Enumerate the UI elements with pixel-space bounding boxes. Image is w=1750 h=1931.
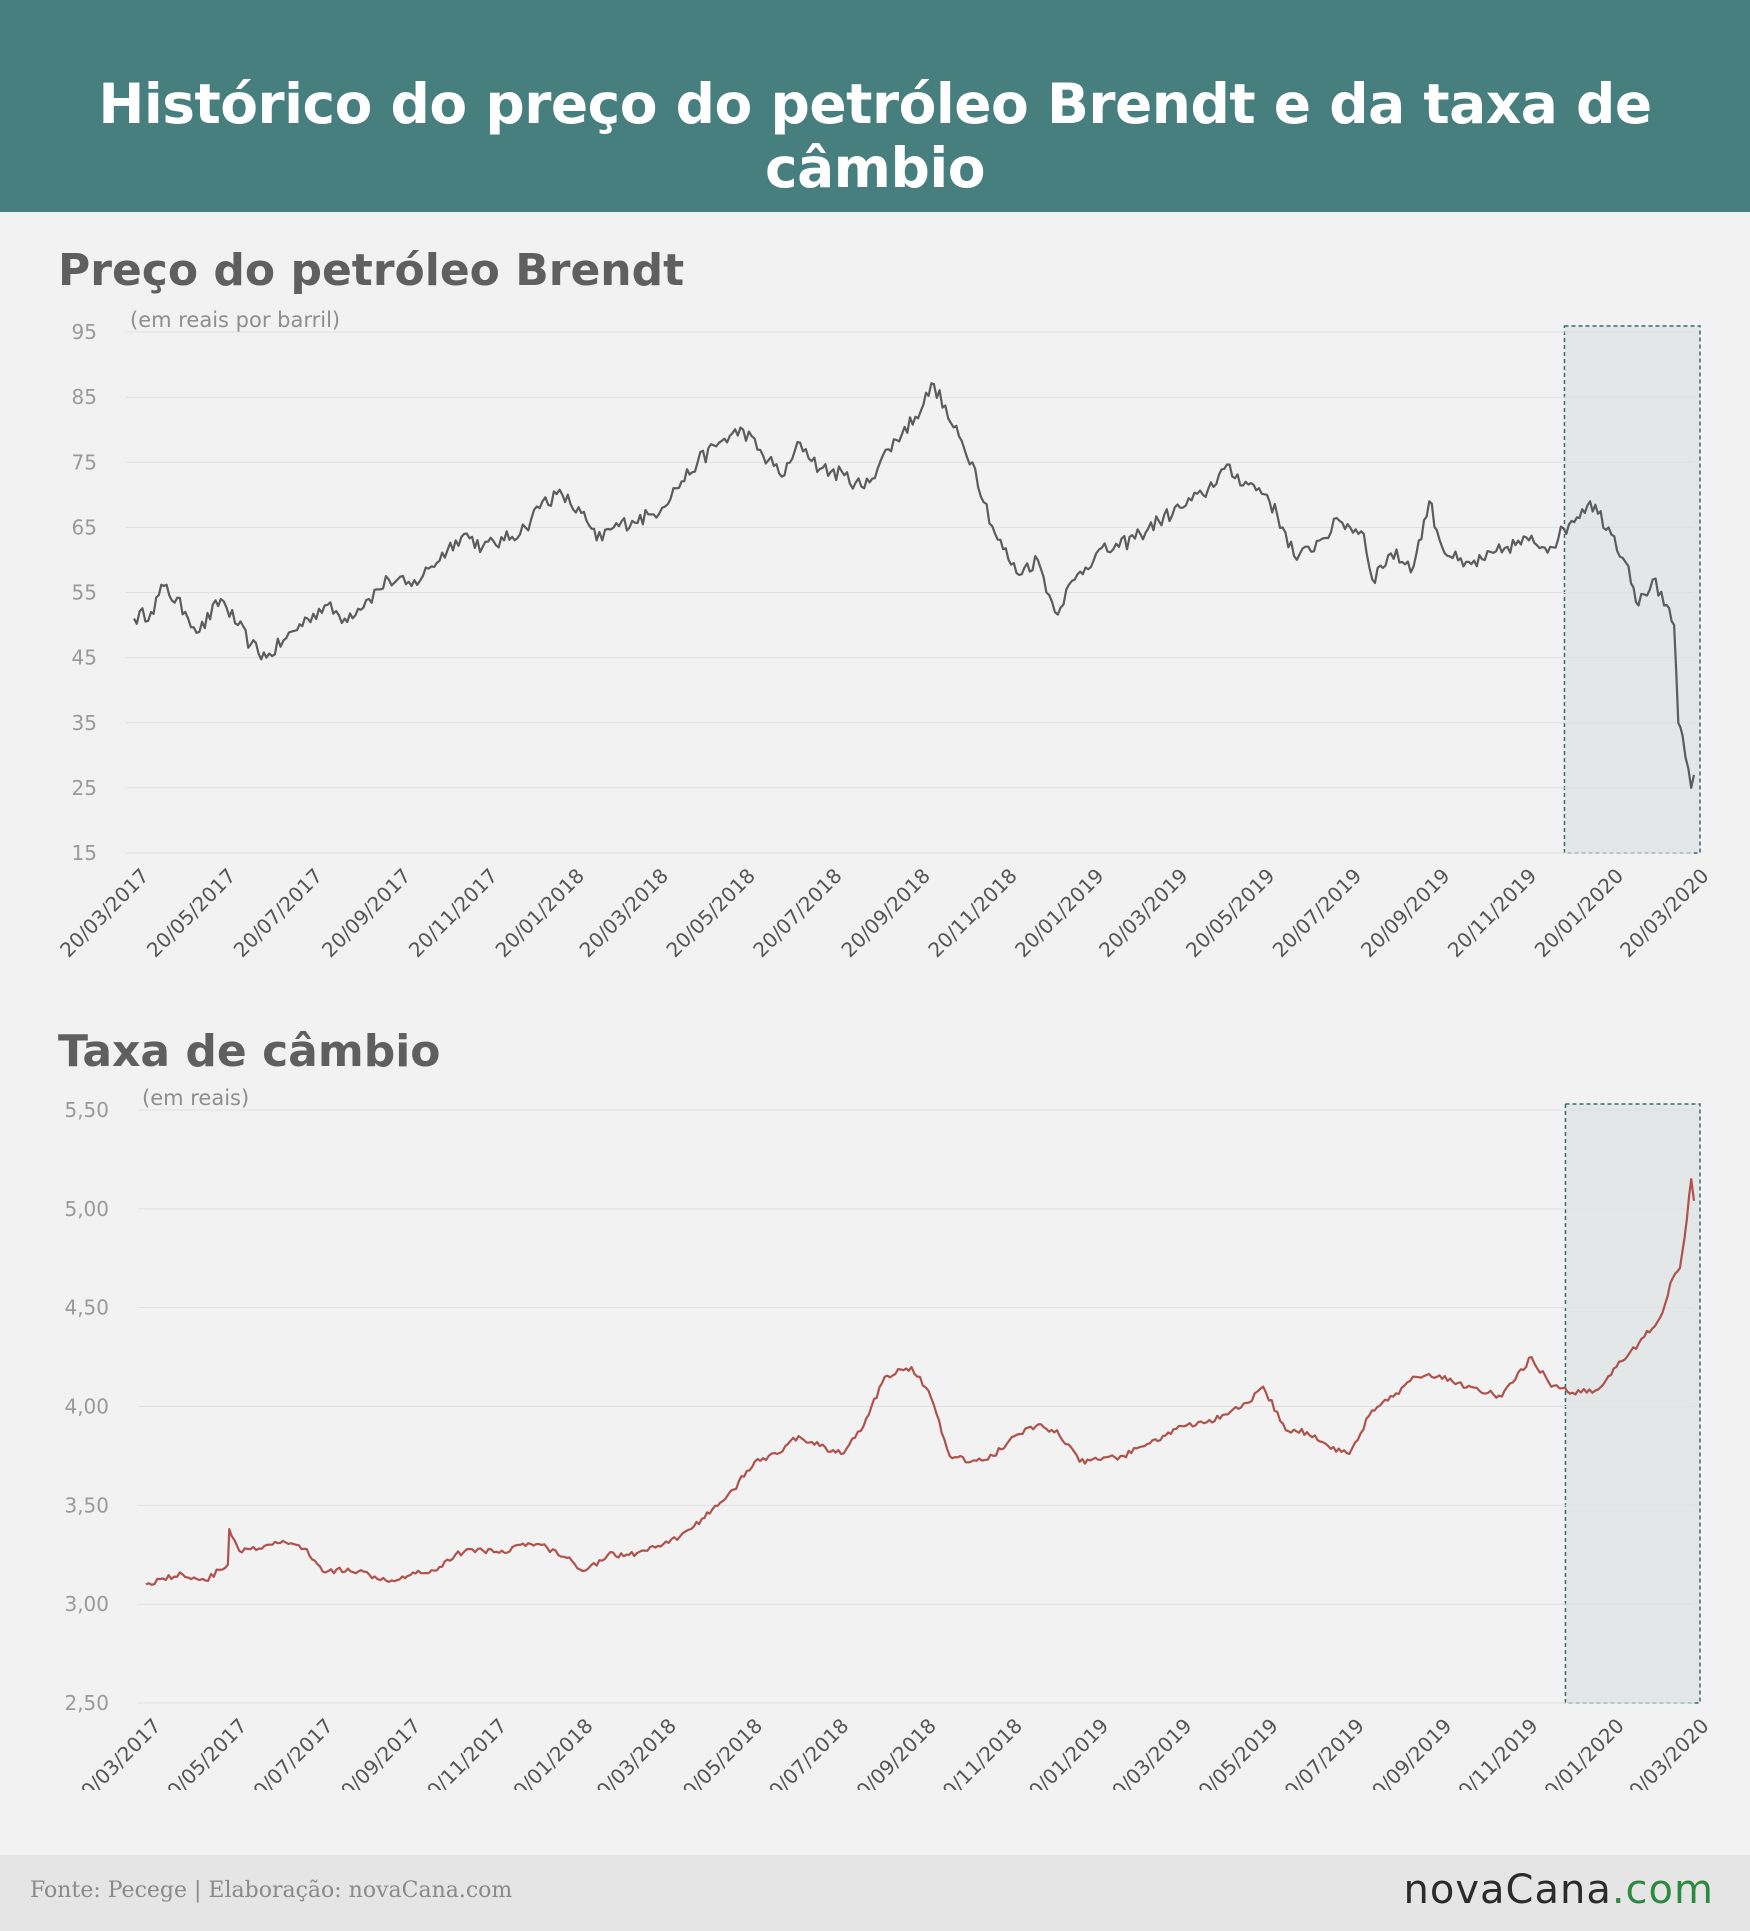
x-tick-label: 20/11/2017 (404, 864, 502, 962)
x-tick-label: 20/07/2018 (748, 864, 846, 962)
x-tick-label: 20/03/2019 (1094, 864, 1192, 962)
brent-unit-label: (em reais por barril) (130, 308, 341, 332)
logo-suffix-text: .com (1611, 1867, 1714, 1913)
page-title: Histórico do preço do petróleo Brendt e … (98, 72, 1652, 200)
exchange-rate-chart: 5,505,004,504,003,503,002,5020/03/201720… (64, 1098, 1713, 1790)
x-tick-label: 20/01/2018 (491, 864, 589, 962)
y-tick-label: 5,50 (64, 1098, 109, 1122)
x-tick-label: 20/09/2018 (842, 1714, 940, 1790)
series-line (133, 382, 1696, 789)
y-tick-label: 55 (72, 581, 97, 605)
x-tick-label: 20/05/2019 (1184, 1714, 1282, 1790)
y-tick-label: 35 (72, 711, 97, 735)
x-tick-label: 20/05/2017 (153, 1714, 251, 1790)
x-tick-label: 20/07/2018 (755, 1714, 853, 1790)
x-tick-label: 20/09/2018 (836, 864, 934, 962)
y-tick-label: 75 (72, 450, 97, 474)
x-tick-label: 20/11/2019 (1444, 1714, 1542, 1790)
x-tick-label: 20/07/2017 (229, 864, 327, 962)
logo-main-text: novaCana (1403, 1867, 1612, 1913)
y-tick-label: 95 (72, 320, 97, 344)
series-line (145, 1178, 1696, 1586)
x-tick-label: 20/01/2019 (1015, 1714, 1113, 1790)
fx-unit-label: (em reais) (142, 1086, 250, 1110)
y-tick-label: 65 (72, 515, 97, 539)
footer: Fonte: Pecege | Elaboração: novaCana.com… (0, 1855, 1750, 1931)
highlight-period-box (1564, 1103, 1701, 1704)
x-tick-label: 20/05/2019 (1181, 864, 1279, 962)
x-tick-label: 20/09/2019 (1358, 1714, 1456, 1790)
x-tick-label: 20/03/2017 (55, 864, 153, 962)
y-tick-label: 85 (72, 385, 97, 409)
y-tick-label: 5,00 (64, 1197, 109, 1221)
y-tick-label: 25 (72, 776, 97, 800)
x-tick-label: 20/01/2018 (499, 1714, 597, 1790)
x-tick-label: 20/01/2019 (1010, 864, 1108, 962)
y-tick-label: 3,00 (64, 1592, 109, 1616)
x-tick-label: 20/03/2018 (583, 1714, 681, 1790)
x-tick-label: 20/07/2019 (1268, 864, 1366, 962)
x-tick-label: 20/09/2017 (317, 864, 415, 962)
header-banner: Histórico do preço do petróleo Brendt e … (0, 0, 1750, 212)
y-tick-label: 15 (72, 841, 97, 865)
highlight-period-box (1563, 325, 1701, 854)
y-tick-label: 4,50 (64, 1296, 109, 1320)
brent-price-chart: 95857565554535251520/03/201720/05/201720… (55, 320, 1713, 962)
fx-chart-title: Taxa de câmbio (58, 1026, 441, 1077)
source-note: Fonte: Pecege | Elaboração: novaCana.com (30, 1878, 513, 1903)
y-tick-label: 3,50 (64, 1493, 109, 1517)
x-tick-label: 20/05/2018 (661, 864, 759, 962)
x-tick-label: 20/09/2017 (327, 1714, 425, 1790)
x-tick-label: 20/03/2019 (1098, 1714, 1196, 1790)
x-tick-label: 20/01/2020 (1530, 864, 1628, 962)
x-tick-label: 20/11/2017 (413, 1714, 511, 1790)
y-tick-label: 2,50 (64, 1691, 109, 1715)
x-tick-label: 20/11/2018 (923, 864, 1021, 962)
y-tick-label: 45 (72, 646, 97, 670)
x-tick-label: 20/11/2019 (1443, 864, 1541, 962)
x-tick-label: 20/05/2018 (669, 1714, 767, 1790)
x-tick-label: 20/07/2017 (239, 1714, 337, 1790)
novacana-logo[interactable]: novaCana.com (1404, 1867, 1714, 1913)
x-tick-label: 20/03/2020 (1615, 1714, 1713, 1790)
x-tick-label: 20/05/2017 (142, 864, 240, 962)
x-tick-label: 20/09/2019 (1356, 864, 1454, 962)
x-tick-label: 20/07/2019 (1270, 1714, 1368, 1790)
x-tick-label: 20/03/2018 (575, 864, 673, 962)
x-tick-label: 20/01/2020 (1530, 1714, 1628, 1790)
x-tick-label: 20/03/2017 (67, 1714, 165, 1790)
y-tick-label: 4,00 (64, 1395, 109, 1419)
brent-chart-title: Preço do petróleo Brendt (58, 245, 685, 296)
x-tick-label: 20/11/2018 (929, 1714, 1027, 1790)
x-tick-label: 20/03/2020 (1615, 864, 1713, 962)
